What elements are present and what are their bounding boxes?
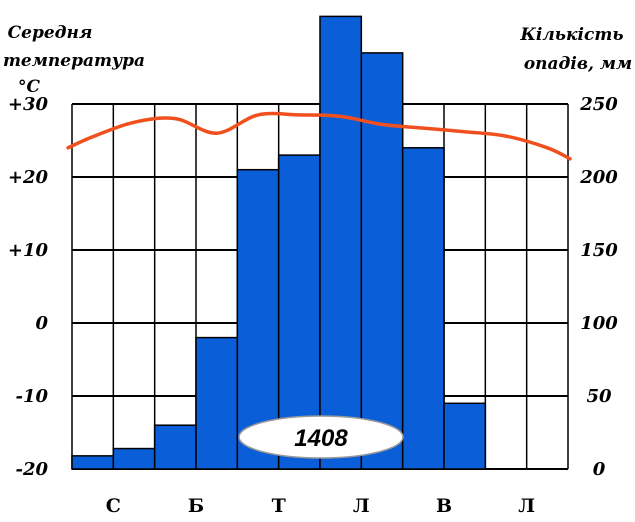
left-tick-label-1: +20 bbox=[8, 167, 49, 188]
right-tick-label-5: 0 bbox=[593, 459, 606, 480]
month-label-4: В bbox=[436, 495, 452, 517]
precipitation-bar-1 bbox=[112, 447, 156, 470]
right-axis-title-line-2: опадів, мм bbox=[524, 54, 632, 74]
precipitation-bar-9 bbox=[443, 402, 487, 470]
temperature-line-group bbox=[66, 111, 572, 161]
annual-precipitation-badge: 1408 bbox=[238, 415, 404, 459]
left-axis-title-line-2: температура bbox=[3, 51, 145, 71]
annual-precipitation-ellipse bbox=[238, 415, 404, 459]
precipitation-bar-6 bbox=[319, 15, 363, 470]
annual-precipitation-value: 1408 bbox=[294, 425, 348, 452]
right-tick-label-2: 150 bbox=[580, 240, 618, 261]
left-axis-title-line-1: Середня bbox=[8, 23, 93, 43]
right-tick-label-0: 250 bbox=[579, 94, 618, 115]
left-tick-label-4: -10 bbox=[15, 386, 48, 407]
precipitation-bar-7 bbox=[360, 52, 404, 470]
precipitation-bar-0 bbox=[71, 455, 115, 470]
precipitation-bar-4 bbox=[236, 168, 280, 470]
axis-ticks: +30 +20 +10 0 -10 -20 250 200 150 100 50 0 С Б Т Л В Л bbox=[8, 94, 618, 517]
right-tick-label-1: 200 bbox=[579, 167, 618, 188]
month-label-5: Л bbox=[518, 495, 535, 517]
month-label-1: Б bbox=[188, 495, 204, 517]
precipitation-bars bbox=[71, 15, 487, 470]
left-tick-label-3: 0 bbox=[35, 313, 48, 334]
left-tick-label-0: +30 bbox=[8, 94, 49, 115]
right-axis-title-line-1: Кількість bbox=[519, 25, 623, 45]
precipitation-bar-2 bbox=[153, 424, 197, 470]
right-tick-label-3: 100 bbox=[580, 313, 618, 334]
precipitation-bar-3 bbox=[195, 336, 239, 470]
month-label-2: Т bbox=[272, 495, 286, 517]
temperature-line bbox=[66, 111, 572, 161]
left-tick-label-2: +10 bbox=[8, 240, 49, 261]
month-label-0: С bbox=[106, 495, 121, 517]
month-label-3: Л bbox=[353, 495, 370, 517]
right-tick-label-4: 50 bbox=[586, 386, 612, 407]
left-tick-label-5: -20 bbox=[15, 459, 48, 480]
left-axis-title-line-3: °С bbox=[18, 77, 41, 97]
precipitation-bar-8 bbox=[401, 147, 445, 470]
